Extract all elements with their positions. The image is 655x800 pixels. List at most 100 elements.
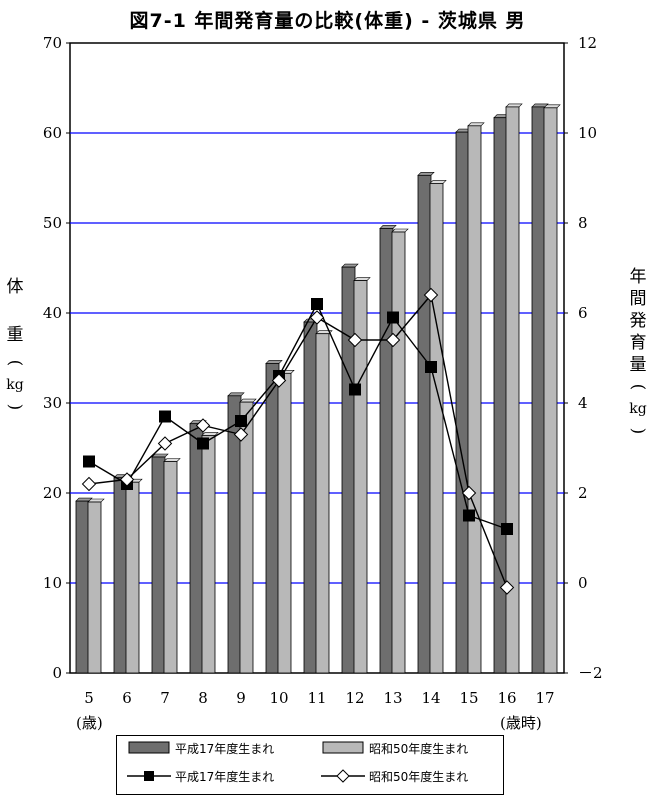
line-marker-diamond	[195, 418, 211, 433]
right-axis-label-char: )	[628, 427, 648, 435]
bar	[353, 280, 368, 674]
x-tick-label: 16	[497, 689, 516, 707]
right-tick-label: 12	[578, 34, 597, 52]
line-series-group	[81, 287, 515, 595]
right-tick-label: 4	[578, 394, 588, 412]
legend-marker-square	[144, 771, 154, 781]
left-axis-label-char: kg	[6, 377, 24, 393]
left-tick-label: 0	[52, 664, 62, 682]
line-marker-diamond	[157, 436, 173, 451]
bar	[201, 434, 216, 674]
legend-label-bar-s50: 昭和50年度生まれ	[369, 742, 469, 756]
chart-title: 図7-1 年間発育量の比較(体重) - 茨城県 男	[129, 10, 526, 32]
right-tick-label: 0	[578, 574, 588, 592]
bar	[277, 372, 292, 674]
right-tick-label: －2	[578, 664, 603, 682]
right-axis-label: 年 間 発 育 量 ( kg )	[627, 266, 649, 442]
line-marker-diamond	[81, 476, 97, 492]
right-axis-ticks: －2 0 2 4 6 8 10 12	[564, 34, 603, 682]
bar	[467, 125, 482, 674]
line-marker-square	[235, 415, 247, 427]
right-axis-label-char: 年	[629, 267, 647, 287]
bar	[125, 481, 140, 674]
line-marker-square	[311, 298, 323, 310]
right-axis-label-char: 量	[629, 355, 647, 375]
bar	[543, 107, 558, 674]
right-tick-label: 8	[578, 214, 588, 232]
left-axis-label: 体 重 ( kg )	[4, 276, 26, 418]
bar	[151, 456, 166, 674]
bar	[189, 423, 204, 674]
right-axis-label-char: kg	[629, 401, 647, 417]
bar	[417, 174, 432, 674]
right-axis-label-char: 発	[629, 311, 647, 331]
line-marker-diamond	[233, 427, 249, 442]
line-marker-square	[463, 509, 475, 522]
left-tick-label: 10	[43, 574, 62, 592]
bar-top	[227, 392, 245, 397]
x-tick-label: 15	[459, 689, 478, 707]
bar-top	[429, 180, 447, 184]
bar	[303, 321, 318, 674]
left-tick-label: 60	[43, 124, 62, 142]
bar-top	[379, 225, 397, 229]
legend-swatches	[127, 741, 365, 783]
x-tick-label: 8	[198, 689, 208, 707]
line-marker-square	[387, 311, 399, 324]
bar	[455, 131, 470, 674]
left-tick-label: 70	[43, 34, 62, 52]
right-axis-label-char: (	[628, 383, 648, 391]
bar	[163, 461, 178, 674]
bar-top	[265, 360, 283, 364]
x-unit-left: (歳)	[76, 714, 103, 732]
legend-swatch-bar-s50	[322, 741, 364, 754]
bar	[429, 182, 444, 674]
right-tick-label: 6	[578, 304, 588, 322]
x-tick-label: 7	[160, 689, 170, 707]
legend-label-line-s50: 昭和50年度生まれ	[369, 770, 469, 784]
bar-top	[353, 277, 371, 281]
line-marker-diamond	[347, 332, 363, 348]
line-marker-diamond	[499, 580, 515, 595]
x-tick-label: 12	[345, 689, 364, 707]
bar-top	[201, 432, 219, 436]
x-tick-label: 13	[383, 689, 402, 707]
series-line	[88, 302, 508, 530]
left-tick-label: 40	[43, 304, 62, 322]
bar-top	[239, 398, 257, 403]
bar-top	[87, 498, 105, 503]
series-line	[88, 293, 508, 588]
bar-top	[505, 103, 523, 108]
bar	[379, 227, 394, 674]
legend-marker-diamond	[336, 769, 350, 783]
x-tick-label: 6	[122, 689, 132, 707]
left-axis-label-char: 体	[6, 277, 24, 297]
legend-label-line-h17: 平成17年度生まれ	[175, 770, 275, 784]
bar	[315, 333, 330, 674]
x-axis-ticks: 5 6 7 8 9 10 11 12 13 14 15 16 17	[84, 689, 554, 707]
line-marker-diamond	[385, 332, 401, 348]
line-marker-diamond	[461, 485, 477, 501]
bar-top	[391, 228, 409, 233]
left-axis-label-char: (	[5, 359, 25, 367]
right-axis-label-char: 育	[629, 333, 647, 353]
bar	[239, 401, 254, 674]
right-axis-label-char: 間	[629, 289, 647, 309]
bar-top	[467, 122, 485, 127]
left-axis-label-char: 重	[6, 325, 24, 345]
bar	[265, 362, 280, 674]
line-marker-square	[159, 410, 171, 423]
line-marker-diamond	[423, 287, 439, 303]
left-tick-label: 30	[43, 394, 62, 412]
x-tick-label: 5	[84, 689, 94, 707]
x-tick-label: 17	[535, 689, 554, 707]
legend-swatch-bar-h17	[128, 741, 170, 754]
x-tick-label: 14	[421, 689, 440, 707]
bar	[75, 500, 90, 674]
left-axis-label-char: )	[5, 403, 25, 411]
bar-top	[417, 172, 435, 176]
bar-top	[163, 458, 181, 462]
left-tick-label: 50	[43, 214, 62, 232]
x-tick-label: 11	[307, 689, 326, 707]
